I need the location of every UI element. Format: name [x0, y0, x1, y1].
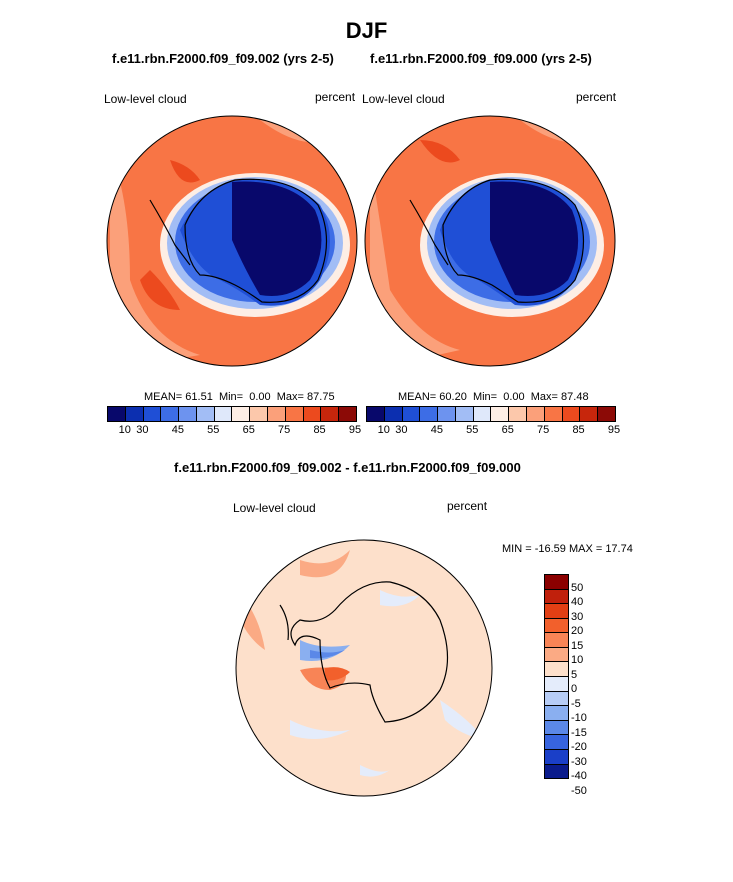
colorbar-tick-label: 65: [242, 424, 255, 436]
diff-minmax: MIN = -16.59 MAX = 17.74: [502, 543, 633, 555]
colorbar-swatch: [598, 407, 615, 421]
colorbar-tick-label: 30: [395, 424, 408, 436]
colorbar-tick-label: 55: [207, 424, 220, 436]
colorbar-swatch: [545, 749, 568, 765]
colorbar-swatch: [214, 407, 233, 421]
colorbar-diff-tick-label: -30: [571, 755, 587, 768]
panel-2-units-label: percent: [576, 90, 617, 104]
panel-1-min: 0.00: [249, 391, 271, 403]
colorbar-tick-label: 10: [118, 424, 131, 436]
colorbar-swatch: [545, 691, 568, 707]
colorbar-diff-tick-label: -15: [571, 726, 587, 739]
colorbar-swatch: [545, 647, 568, 663]
colorbar-swatch: [455, 407, 474, 421]
colorbar-tick-label: 10: [377, 424, 390, 436]
colorbar-swatch: [545, 720, 568, 736]
colorbar-diff-tick-label: 50: [571, 581, 584, 594]
colorbar-swatch: [545, 677, 568, 692]
figure-title: DJF: [345, 18, 388, 43]
colorbar-swatch: [545, 764, 568, 779]
panel-2-title: f.e11.rbn.F2000.f09_f09.000 (yrs 2-5): [370, 51, 592, 66]
panel-1-stats: MEAN= 61.51 Min= 0.00 Max= 87.75: [144, 391, 335, 403]
colorbar-diff-tick-label: -10: [571, 712, 587, 724]
colorbar-swatch: [580, 407, 599, 421]
colorbar-tick-label: 75: [278, 424, 291, 436]
colorbar-tick-label: 55: [466, 424, 479, 436]
colorbar-swatch: [108, 407, 126, 421]
colorbar-swatch: [527, 407, 545, 421]
colorbar-diff-tick-label: 0: [571, 683, 578, 695]
colorbar-diff-tick-label: 10: [571, 654, 584, 666]
colorbar-swatch: [545, 735, 568, 750]
colorbar-swatch: [339, 407, 356, 421]
colorbar-diff: [544, 574, 569, 779]
colorbar-swatch: [509, 407, 528, 421]
colorbar-swatch: [545, 618, 568, 634]
colorbar-tick-label: 95: [607, 424, 621, 436]
panel-1-mean: 61.51: [185, 391, 213, 403]
colorbar-swatch: [545, 662, 568, 678]
colorbar-panel-2: [366, 406, 616, 422]
colorbar-diff-tick-label: -5: [571, 697, 581, 710]
panel-1-title: f.e11.rbn.F2000.f09_f09.002 (yrs 2-5): [112, 51, 334, 66]
colorbar-swatch: [545, 589, 568, 605]
colorbar-swatch: [402, 407, 421, 421]
colorbar-diff-tick-label: 5: [571, 668, 578, 681]
panel-1-max: 87.75: [307, 391, 335, 403]
colorbar-diff-tick-label: 40: [571, 596, 584, 608]
colorbar-tick-label: 65: [501, 424, 514, 436]
colorbar-swatch: [250, 407, 269, 421]
colorbar-swatch: [232, 407, 251, 421]
colorbar-diff-tick-label: -50: [571, 784, 587, 797]
colorbar-swatch: [420, 407, 439, 421]
colorbar-swatch: [268, 407, 286, 421]
colorbar-swatch: [285, 407, 304, 421]
colorbar-diff-tick-label: 20: [571, 625, 584, 637]
colorbar-swatch: [544, 407, 563, 421]
colorbar-tick-label: 95: [348, 424, 362, 436]
colorbar-swatch: [143, 407, 162, 421]
colorbar-panel-1: [107, 406, 357, 422]
colorbar-swatch: [562, 407, 581, 421]
colorbar-swatch: [491, 407, 510, 421]
panel-2-mean: 60.20: [439, 391, 467, 403]
colorbar-swatch: [473, 407, 492, 421]
colorbar-swatch: [545, 575, 568, 590]
colorbar-tick-label: 45: [171, 424, 184, 436]
colorbar-tick-label: 85: [313, 424, 326, 436]
colorbar-swatch: [438, 407, 456, 421]
colorbar-swatch: [367, 407, 385, 421]
diff-panel-title: f.e11.rbn.F2000.f09_f09.002 - f.e11.rbn.…: [174, 460, 521, 475]
colorbar-tick-label: 75: [537, 424, 550, 436]
colorbar-swatch: [125, 407, 144, 421]
colorbar-tick-label: 45: [430, 424, 443, 436]
colorbar-swatch: [196, 407, 215, 421]
colorbar-diff-tick-label: -40: [571, 770, 587, 782]
colorbar-tick-label: 85: [572, 424, 585, 436]
colorbar-swatch: [384, 407, 403, 421]
colorbar-diff-tick-label: -20: [571, 741, 587, 753]
colorbar-swatch: [545, 633, 568, 648]
panel-1-variable-label: Low-level cloud: [104, 92, 187, 106]
colorbar-swatch: [179, 407, 197, 421]
panel-2-min: 0.00: [503, 391, 525, 403]
panel-2-variable-label: Low-level cloud: [362, 92, 445, 106]
panel-2-stats: MEAN= 60.20 Min= 0.00 Max= 87.48: [398, 391, 589, 403]
colorbar-tick-label: 30: [136, 424, 149, 436]
colorbar-swatch: [545, 604, 568, 619]
diff-units-label: percent: [447, 499, 488, 513]
colorbar-diff-tick-label: 15: [571, 639, 584, 652]
panel-2-max: 87.48: [561, 391, 589, 403]
colorbar-swatch: [545, 706, 568, 721]
colorbar-swatch: [321, 407, 340, 421]
colorbar-swatch: [161, 407, 180, 421]
diff-variable-label: Low-level cloud: [233, 501, 316, 515]
colorbar-diff-tick-label: 30: [571, 610, 584, 623]
colorbar-swatch: [303, 407, 322, 421]
panel-1-units-label: percent: [315, 90, 356, 104]
